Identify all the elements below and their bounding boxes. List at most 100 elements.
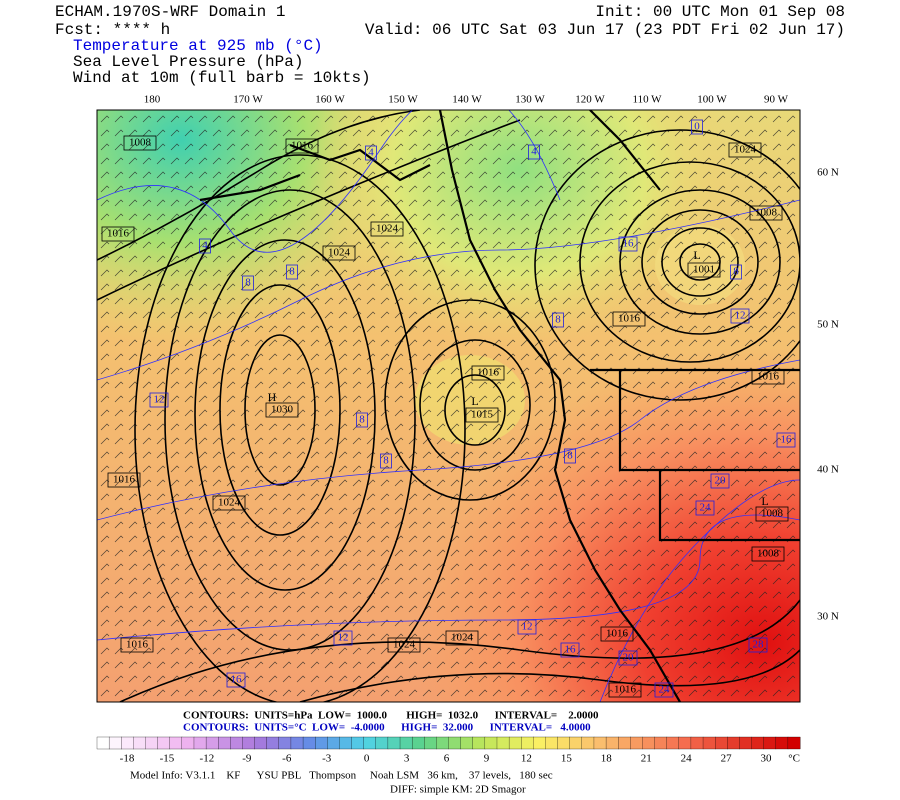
pressure-label-box [101, 226, 135, 242]
temperature-label: 8 [383, 455, 389, 467]
temperature-label-box [564, 448, 576, 464]
colorbar-tick-label: -6 [282, 753, 292, 765]
pressure-label: 1024 [734, 144, 757, 156]
temperature-label-box [149, 392, 169, 408]
contours-pressure: CONTOURS: UNITS=hPa LOW= 1000.0 HIGH= 10… [183, 710, 599, 722]
colorbar-swatch [484, 736, 498, 750]
colorbar-swatch [533, 736, 546, 750]
temperature-label: 8 [555, 314, 561, 326]
colorbar-tick-label: 0 [364, 753, 370, 765]
colorbar-swatch [775, 736, 789, 750]
colorbar: -18 -15 -12 -9 -6 -3 0 3 6 9 12 15 18 21 24 27 30 [96, 736, 801, 765]
colorbar-swatch [581, 736, 595, 750]
colorbar-swatch [411, 736, 425, 750]
temperature-contours [97, 110, 800, 702]
pressure-label-box [608, 682, 642, 698]
colorbar-unit: °C [788, 753, 800, 765]
colorbar-swatch [121, 736, 134, 750]
pressure-label: 1030 [271, 404, 294, 416]
pressure-label-box [687, 262, 721, 278]
temperature-label-box [517, 619, 537, 635]
colorbar-tick-label: 24 [681, 753, 693, 765]
colorbar-tick-label: 15 [561, 753, 573, 765]
colorbar-swatch [666, 736, 680, 750]
colorbar-swatch [605, 736, 619, 750]
colorbar-swatch [690, 736, 704, 750]
pressure-label-box [265, 402, 299, 418]
pressure-label-box [370, 221, 404, 237]
colorbar-swatch [242, 736, 256, 750]
temperature-label: 8 [567, 450, 573, 462]
pressure-label: 1008 [755, 207, 778, 219]
longitude-label: 180 [144, 94, 161, 106]
temperature-label-box [618, 236, 638, 252]
longitude-label: 140 W [452, 94, 482, 106]
colorbar-tick-label: 27 [721, 753, 733, 765]
colorbar-tick-label: 30 [761, 753, 773, 765]
colorbar-tick-label: 3 [404, 753, 410, 765]
colorbar-swatch [642, 736, 656, 750]
temperature-label-box [730, 308, 750, 324]
field-pressure: Sea Level Pressure (hPa) [73, 53, 303, 71]
colorbar-swatch [424, 736, 437, 750]
colorbar-tick-label: -9 [242, 753, 252, 765]
pressure-label-box [612, 311, 646, 327]
pressure-center: L [471, 394, 478, 408]
pressure-label: 1016 [606, 628, 629, 640]
longitude-label: 120 W [575, 94, 605, 106]
colorbar-swatch [375, 736, 389, 750]
temperature-label: 16 [231, 674, 243, 686]
pressure-label: 1016 [113, 474, 136, 486]
colorbar-swatch [436, 736, 449, 750]
colorbar-tick-label: 21 [641, 753, 652, 765]
longitude-label: 150 W [388, 94, 418, 106]
colorbar-tick-label: -15 [160, 753, 175, 765]
valid: Valid: 06 UTC Sat 03 Jun 17 (23 PDT Fri … [365, 21, 845, 39]
colorbar-swatch [351, 736, 365, 750]
pressure-label-box [471, 365, 505, 381]
colorbar-swatch [218, 736, 231, 750]
temperature-label: 12 [735, 310, 746, 322]
temperature-label-box [560, 642, 580, 658]
pressure-label-box [123, 135, 157, 151]
longitude-label: 100 W [697, 94, 727, 106]
colorbar-swatch [169, 736, 183, 750]
temperature-label: 20 [715, 475, 727, 487]
latitude-label: 30 N [817, 611, 839, 623]
temperature-label-box [552, 312, 564, 328]
temperature-label-box [748, 637, 768, 653]
colorbar-swatch [205, 736, 219, 750]
field-wind: Wind at 10m (full barb = 10kts) [73, 69, 371, 87]
pressure-label-box [755, 506, 789, 522]
colorbar-tick-label: 9 [484, 753, 490, 765]
model-diff: DIFF: simple KM: 2D Smagor [390, 784, 526, 796]
title: ECHAM.1970S-WRF Domain 1 [55, 3, 285, 21]
temperature-label: 16 [565, 644, 577, 656]
colorbar-tick-label: 18 [601, 753, 613, 765]
temperature-label: 12 [338, 632, 349, 644]
latitude-label: 40 N [817, 464, 839, 476]
colorbar-swatch [290, 736, 304, 750]
temperature-label-box [356, 412, 368, 428]
colorbar-swatch [181, 736, 195, 750]
pressure-label: 1016 [614, 684, 637, 696]
colorbar-swatch [448, 736, 462, 750]
temperature-label-box [199, 238, 211, 254]
pressure-label-box [285, 138, 319, 154]
colorbar-swatch [145, 736, 159, 750]
pressure-center: L [693, 248, 700, 262]
colorbar-swatch [727, 736, 740, 750]
pressure-label: 1016 [126, 639, 149, 651]
pressure-label: 1008 [761, 508, 784, 520]
longitude-label: 130 W [515, 94, 545, 106]
pressure-label-box [387, 637, 421, 653]
temperature-label: 0 [694, 121, 700, 133]
colorbar-swatch [302, 736, 316, 750]
temperature-label: 8 [245, 277, 251, 289]
colorbar-tick-label: -18 [120, 753, 135, 765]
colorbar-swatch [133, 736, 146, 750]
temperature-label-box [695, 500, 715, 516]
pressure-label: 1016 [618, 313, 641, 325]
temperature-label: 28 [753, 639, 765, 651]
